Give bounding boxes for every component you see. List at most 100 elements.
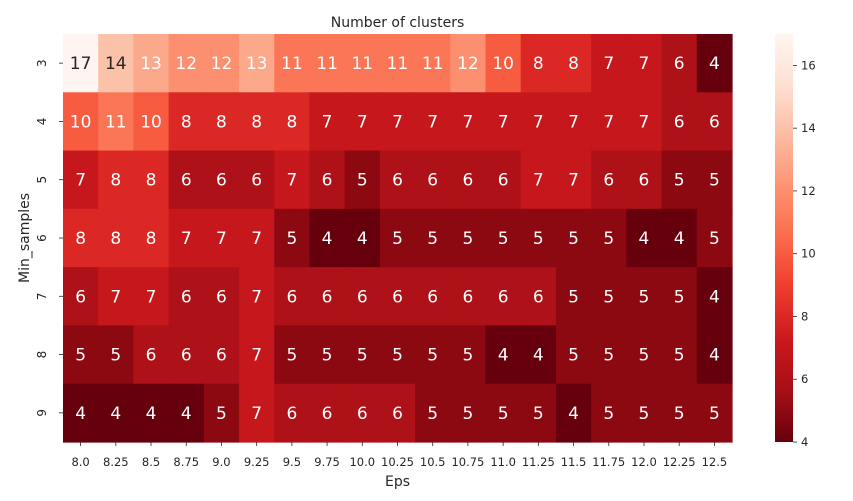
- cell-value-label: 6: [603, 171, 614, 191]
- cell-value-label: 7: [357, 112, 368, 132]
- heatmap-cell: [485, 150, 522, 210]
- cell-value-label: 6: [463, 171, 474, 191]
- heatmap-cell: [309, 383, 346, 443]
- cell-value-label: 7: [75, 171, 86, 191]
- heatmap-cell: [239, 208, 275, 268]
- heatmap-cell: [239, 150, 275, 210]
- heatmap-cell: [520, 34, 557, 93]
- heatmap-cell: [626, 208, 663, 268]
- heatmap-cell: [63, 208, 99, 268]
- heatmap-cell: [344, 383, 381, 443]
- cell-value-label: 4: [639, 229, 650, 249]
- heatmap-cell: [661, 267, 698, 327]
- cell-value-label: 6: [251, 171, 262, 191]
- heatmap-cell: [555, 150, 592, 210]
- heatmap-cell: [661, 92, 698, 152]
- cell-value-label: 7: [533, 171, 544, 191]
- heatmap-cell: [520, 325, 557, 385]
- heatmap-cell: [98, 325, 135, 385]
- cell-value-label: 6: [533, 287, 544, 307]
- heatmap-cell: [626, 92, 663, 152]
- cell-value-label: 7: [251, 346, 262, 366]
- heatmap-cell: [626, 383, 663, 443]
- x-axis-label: Eps: [385, 474, 410, 490]
- cell-value-label: 5: [463, 346, 474, 366]
- cell-value-label: 11: [351, 54, 373, 74]
- heatmap-cell: [450, 325, 487, 385]
- x-tick-label: 9.75: [314, 455, 340, 469]
- heatmap-cell: [133, 325, 170, 385]
- heatmap-cell: [344, 325, 381, 385]
- cell-value-label: 13: [140, 54, 162, 74]
- cell-value-label: 6: [322, 171, 333, 191]
- heatmap-cell: [520, 267, 557, 327]
- heatmap-cell: [555, 325, 592, 385]
- heatmap-cell: [63, 34, 99, 93]
- colorbar: [775, 34, 793, 442]
- x-tick-label: 10.25: [381, 455, 414, 469]
- cell-value-label: 5: [286, 229, 297, 249]
- cell-value-label: 7: [568, 171, 579, 191]
- x-tick-label: 12.25: [663, 455, 696, 469]
- heatmap-cell: [415, 92, 451, 152]
- x-tick-label: 10.5: [420, 455, 446, 469]
- heatmap-cell: [696, 208, 733, 268]
- heatmap-cell: [555, 208, 592, 268]
- x-tick-label: 11.75: [592, 455, 625, 469]
- heatmap-cell: [555, 267, 592, 327]
- heatmap-cell: [168, 92, 205, 152]
- cell-value-label: 4: [533, 346, 544, 366]
- cell-value-label: 6: [674, 54, 685, 74]
- cell-value-label: 6: [181, 346, 192, 366]
- cell-value-label: 6: [427, 287, 438, 307]
- cell-value-label: 14: [105, 54, 127, 74]
- y-tick-label: 3: [35, 59, 49, 67]
- x-tick-label: 10.0: [349, 455, 375, 469]
- cell-value-label: 5: [603, 346, 614, 366]
- cell-value-label: 4: [181, 404, 192, 424]
- heatmap-cell: [98, 267, 135, 327]
- heatmap-cell: [696, 92, 733, 152]
- heatmap-cell: [274, 150, 311, 210]
- heatmap-cell: [98, 34, 135, 93]
- cell-value-label: 5: [463, 404, 474, 424]
- cell-value-label: 8: [533, 54, 544, 74]
- y-axis-label: Min_samples: [17, 193, 33, 283]
- colorbar-tick-label: 16: [801, 58, 816, 72]
- cell-value-label: 4: [674, 229, 685, 249]
- x-tick-label: 12.5: [702, 455, 728, 469]
- cell-value-label: 7: [181, 229, 192, 249]
- cell-value-label: 5: [392, 229, 403, 249]
- cell-value-label: 7: [286, 171, 297, 191]
- x-tick-label: 11.5: [561, 455, 587, 469]
- cell-value-label: 5: [286, 346, 297, 366]
- cell-value-label: 4: [75, 404, 86, 424]
- cell-value-label: 5: [674, 287, 685, 307]
- cell-value-label: 4: [357, 229, 368, 249]
- heatmap-cell: [98, 383, 135, 443]
- cell-value-label: 5: [533, 404, 544, 424]
- heatmap-cell: [274, 92, 311, 152]
- cell-value-label: 5: [427, 346, 438, 366]
- cell-value-label: 7: [639, 54, 650, 74]
- cell-value-label: 5: [709, 229, 720, 249]
- x-tick-label: 10.75: [451, 455, 484, 469]
- heatmap-cell: [309, 267, 346, 327]
- cell-value-label: 5: [674, 346, 685, 366]
- heatmap-cell: [626, 150, 663, 210]
- y-tick-label: 5: [35, 176, 49, 184]
- cell-value-label: 5: [674, 404, 685, 424]
- heatmap-cell: [168, 208, 205, 268]
- heatmap-cell: [696, 150, 733, 210]
- cell-value-label: 10: [70, 112, 92, 132]
- colorbar-tick-label: 4: [801, 435, 808, 449]
- heatmap-cell: [133, 150, 170, 210]
- x-tick-label: 11.25: [522, 455, 555, 469]
- x-tick-label: 9.5: [283, 455, 301, 469]
- heatmap-cell: [379, 34, 416, 93]
- cell-value-label: 7: [251, 404, 262, 424]
- heatmap-cell: [661, 383, 698, 443]
- heatmap-cell: [379, 92, 416, 152]
- cell-value-label: 7: [322, 112, 333, 132]
